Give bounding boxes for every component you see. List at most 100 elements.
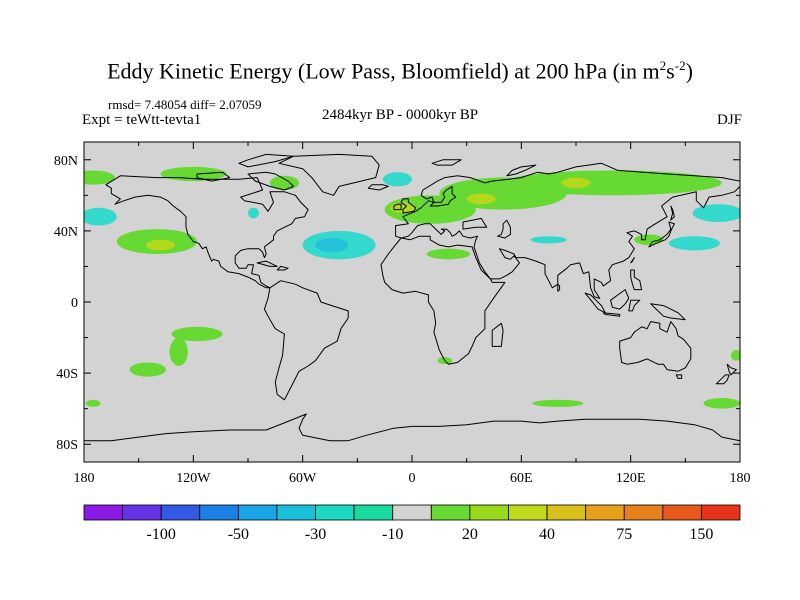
colorbar-swatch-14 <box>623 504 664 521</box>
anomaly-region-25 <box>532 399 584 407</box>
x-tick-label-3: 0 <box>409 471 416 486</box>
coast-borneo <box>610 289 630 310</box>
coast-new-guinea <box>650 303 686 321</box>
coast-cuba <box>256 260 278 267</box>
colorbar-label-0: -100 <box>147 526 176 543</box>
season-label: DJF <box>716 112 742 128</box>
coast-philippines <box>630 269 643 291</box>
anomaly-region-18 <box>668 236 720 251</box>
y-axis: 80N 40N 0 40S 80S <box>54 154 740 453</box>
colorbar-swatch-2 <box>160 504 201 521</box>
anomaly-region-13 <box>503 170 722 196</box>
colorbar-label-6: 75 <box>616 526 632 543</box>
x-tick-label-4: 60E <box>510 471 533 486</box>
coast-iceland <box>367 184 389 191</box>
x-tick-label-5: 120E <box>616 471 646 486</box>
colorbar-swatch-8 <box>392 504 432 521</box>
anomaly-region-14 <box>561 177 591 189</box>
colorbar-swatch-0 <box>83 504 123 521</box>
coastlines <box>84 153 740 442</box>
coast-ellesmere <box>238 153 295 168</box>
x-tick-label-1: 120W <box>176 471 211 486</box>
anomaly-region-19 <box>84 207 117 226</box>
coast-victoria <box>196 171 231 182</box>
anomaly-layer <box>84 166 740 409</box>
y-tick-label-4: 80S <box>56 438 78 453</box>
anomaly-region-4 <box>269 175 300 190</box>
anomaly-region-15 <box>530 236 567 244</box>
anomaly-region-23 <box>169 337 188 366</box>
coast-sulawesi <box>628 299 641 312</box>
coast-taiwan <box>630 257 635 264</box>
colorbar-label-2: -30 <box>305 526 326 543</box>
colorbar-label-7: 150 <box>689 526 713 543</box>
coast-sakhalin <box>670 205 675 221</box>
anomaly-region-7 <box>315 238 349 253</box>
anomaly-region-2 <box>84 170 115 185</box>
coast-greenland <box>278 153 380 196</box>
y-tick-label-3: 40S <box>56 367 78 382</box>
colorbar-label-4: 20 <box>462 526 478 543</box>
y-tick-label-1: 40N <box>54 225 78 240</box>
coast-nz-south <box>715 374 730 385</box>
colorbar-swatch-3 <box>199 504 239 521</box>
colorbar-swatch-13 <box>585 504 625 521</box>
colorbar-swatch-7 <box>353 504 394 521</box>
coast-nz-north <box>726 363 737 376</box>
coast-black-sea <box>462 217 488 230</box>
experiment-label: Expt = teWtt-tevta1 <box>82 112 202 128</box>
colorbar-swatch-15 <box>662 504 702 521</box>
stats-label: rmsd= 7.48054 diff= 2.07059 <box>108 97 262 112</box>
coast-ireland <box>393 203 402 211</box>
x-tick-label-6: 180 <box>730 471 751 486</box>
coast-great-britain <box>400 198 417 214</box>
colorbar: -100 -50 -30 -10 20 40 75 150 <box>83 504 741 543</box>
anomaly-region-20 <box>426 248 471 260</box>
coast-java <box>602 312 621 317</box>
period-label: 2484kyr BP - 0000kyr BP <box>322 107 479 123</box>
coast-australia <box>619 321 692 372</box>
colorbar-swatch-10 <box>469 504 509 521</box>
colorbar-swatch-6 <box>315 504 355 521</box>
colorbar-swatch-4 <box>237 504 278 521</box>
colorbar-swatch-1 <box>122 504 162 521</box>
anomaly-region-1 <box>145 239 176 251</box>
colorbar-swatch-16 <box>701 504 741 521</box>
anomaly-region-22 <box>129 362 166 377</box>
y-tick-label-0: 80N <box>54 154 78 169</box>
colorbar-swatch-9 <box>430 504 471 521</box>
coast-caspian <box>497 219 511 239</box>
colorbar-swatch-12 <box>546 504 587 521</box>
coast-south-america <box>263 280 349 401</box>
anomaly-region-5 <box>248 207 259 219</box>
coast-antarctica <box>84 413 740 442</box>
coast-japan <box>648 221 675 248</box>
colorbar-label-1: -50 <box>228 526 249 543</box>
coast-svalbard <box>431 159 462 166</box>
coast-madagascar <box>491 322 504 347</box>
anomaly-region-27 <box>730 350 740 361</box>
anomaly-region-26 <box>703 398 740 409</box>
coast-eurasia <box>395 162 740 299</box>
anomaly-region-8 <box>382 172 412 187</box>
x-axis: 180 120W 60W 0 60E 120E 180 <box>74 142 751 486</box>
coast-novaya-zemlya <box>506 164 537 177</box>
y-tick-label-2: 0 <box>71 296 78 311</box>
coast-hispaniola <box>276 265 289 271</box>
colorbar-label-3: -10 <box>382 526 403 543</box>
anomaly-region-28 <box>85 399 101 407</box>
colorbar-label-5: 40 <box>539 526 555 543</box>
anomaly-region-21 <box>171 326 223 342</box>
coast-baffin <box>247 171 295 191</box>
chart-title: Eddy Kinetic Energy (Low Pass, Bloomfiel… <box>107 58 693 84</box>
anomaly-region-12 <box>466 193 496 205</box>
coast-tasmania <box>675 374 683 379</box>
x-tick-label-0: 180 <box>74 471 95 486</box>
coast-sri-lanka <box>557 283 561 292</box>
colorbar-swatch-11 <box>508 504 548 521</box>
coast-north-america <box>105 175 309 289</box>
coast-africa <box>380 235 506 365</box>
anomaly-region-17 <box>692 204 740 222</box>
colorbar-swatch-5 <box>276 504 316 521</box>
